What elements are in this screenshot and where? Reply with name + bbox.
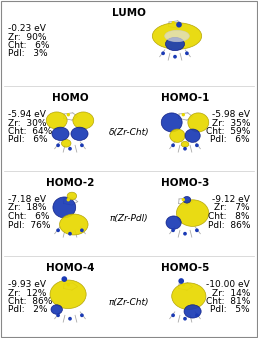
Circle shape [173,55,177,58]
Circle shape [171,313,175,317]
Text: -5.94 eV: -5.94 eV [8,110,46,119]
Text: -0.23 eV: -0.23 eV [8,24,46,33]
Text: Zr:  30%: Zr: 30% [8,119,46,127]
Text: Pdl:   5%: Pdl: 5% [210,306,250,314]
Text: Zr:   7%: Zr: 7% [214,203,250,213]
Ellipse shape [176,200,209,226]
Text: Cht:  64%: Cht: 64% [8,127,52,136]
Text: π(Zr-Cht): π(Zr-Cht) [109,298,149,308]
Circle shape [185,51,189,55]
Circle shape [195,143,199,147]
Ellipse shape [170,129,185,142]
Text: HOMO-2: HOMO-2 [46,178,94,188]
Ellipse shape [165,30,189,42]
Text: Pdl:   2%: Pdl: 2% [8,306,47,314]
Text: Pdl:   6%: Pdl: 6% [8,136,48,145]
Ellipse shape [183,196,191,203]
Circle shape [80,228,84,232]
Ellipse shape [50,280,86,309]
Circle shape [80,313,84,317]
Ellipse shape [51,305,62,314]
Circle shape [68,317,72,320]
Text: Zr:  14%: Zr: 14% [212,289,250,297]
Text: Pdl:   6%: Pdl: 6% [210,136,250,145]
Text: Cht:  59%: Cht: 59% [206,127,250,136]
Text: Zr:  35%: Zr: 35% [212,119,250,127]
Ellipse shape [53,197,76,218]
Circle shape [172,21,175,24]
Ellipse shape [52,127,69,141]
Circle shape [176,22,182,28]
Circle shape [68,232,72,236]
Text: δ(Zr-Cht): δ(Zr-Cht) [109,128,149,138]
Circle shape [183,147,187,150]
Ellipse shape [60,214,88,235]
Ellipse shape [73,112,94,129]
Text: -9.93 eV: -9.93 eV [8,280,46,289]
Text: Cht:  81%: Cht: 81% [206,297,250,306]
Text: Zr:  18%: Zr: 18% [8,203,46,213]
Text: HOMO-4: HOMO-4 [46,263,94,273]
Text: HOMO-3: HOMO-3 [161,178,209,188]
Ellipse shape [67,192,77,200]
Circle shape [183,232,187,236]
Ellipse shape [166,216,181,229]
Ellipse shape [152,23,202,49]
Circle shape [195,228,199,232]
Circle shape [67,113,70,116]
Circle shape [56,228,60,232]
Circle shape [183,317,187,320]
Text: Cht:   6%: Cht: 6% [8,212,50,221]
Text: Zr:  12%: Zr: 12% [8,289,46,297]
Circle shape [61,276,67,282]
Circle shape [56,313,60,317]
Ellipse shape [46,112,67,129]
Circle shape [161,51,165,55]
Text: HOMO-1: HOMO-1 [161,93,209,103]
Circle shape [182,283,185,286]
Circle shape [182,198,185,201]
Text: -5.98 eV: -5.98 eV [212,110,250,119]
Text: -9.12 eV: -9.12 eV [212,195,250,204]
Ellipse shape [184,305,201,318]
Circle shape [68,147,72,150]
Ellipse shape [181,141,189,147]
Ellipse shape [172,283,206,310]
Circle shape [178,278,184,284]
Text: Zr:  90%: Zr: 90% [8,32,46,42]
Ellipse shape [161,113,182,132]
Circle shape [67,283,70,286]
Text: LUMO: LUMO [112,8,146,18]
Text: -10.00 eV: -10.00 eV [206,280,250,289]
Ellipse shape [71,127,88,141]
Text: Cht:   6%: Cht: 6% [8,41,50,50]
Circle shape [171,143,175,147]
Circle shape [171,228,175,232]
Text: π(Zr-Pdl): π(Zr-Pdl) [110,214,148,222]
Circle shape [195,313,199,317]
Text: Pdl:  76%: Pdl: 76% [8,220,51,230]
Text: HOMO: HOMO [52,93,88,103]
Circle shape [56,143,60,147]
Text: Cht:  86%: Cht: 86% [8,297,52,306]
Text: Pdl:  86%: Pdl: 86% [207,220,250,230]
Ellipse shape [165,38,184,51]
Ellipse shape [61,140,71,147]
Circle shape [80,143,84,147]
Text: -7.18 eV: -7.18 eV [8,195,46,204]
Circle shape [182,113,185,116]
Text: Cht:   8%: Cht: 8% [208,212,250,221]
Text: HOMO-5: HOMO-5 [161,263,209,273]
Circle shape [67,198,70,201]
Ellipse shape [188,113,209,132]
Ellipse shape [185,129,200,142]
Text: Pdl:   3%: Pdl: 3% [8,49,48,58]
